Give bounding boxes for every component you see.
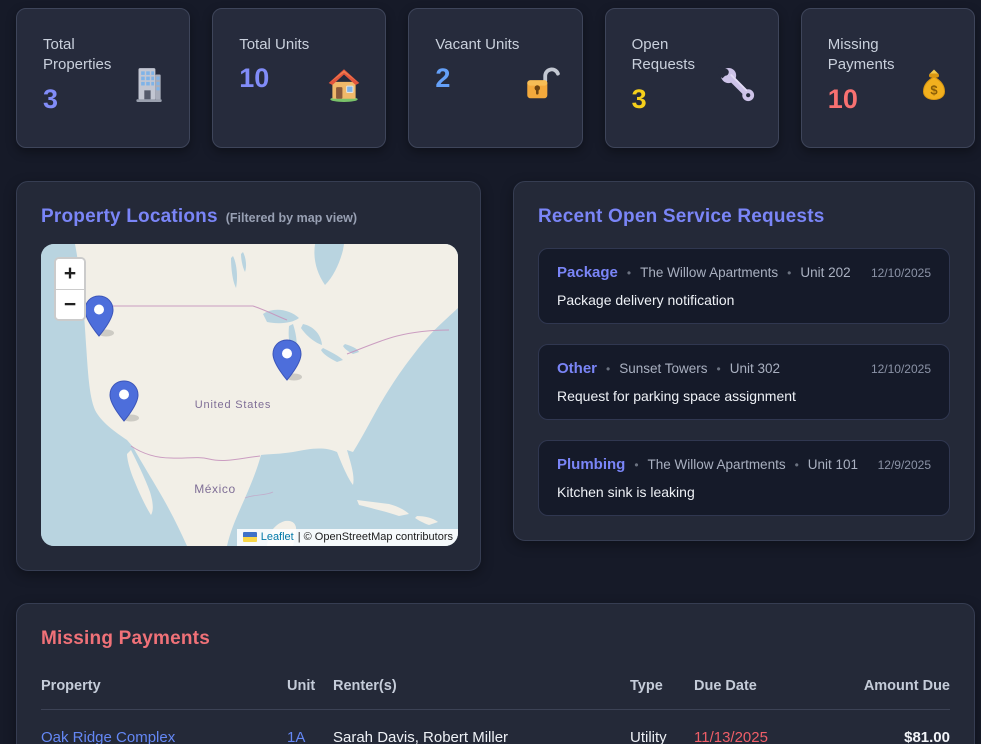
service-request-item: Package • The Willow Apartments • Unit 2… — [538, 248, 950, 324]
service-requests-title: Recent Open Service Requests — [538, 206, 950, 228]
dot-separator: • — [627, 266, 631, 280]
building-icon — [129, 65, 167, 108]
stat-value: 10 — [828, 84, 916, 115]
dot-separator: • — [717, 362, 721, 376]
due-date-cell: 11/13/2025 — [694, 710, 850, 744]
svg-text:$: $ — [930, 82, 938, 97]
request-date: 12/9/2025 — [878, 458, 931, 472]
request-unit: Unit 302 — [730, 361, 780, 376]
request-type: Other — [557, 360, 597, 377]
request-unit: Unit 202 — [800, 265, 850, 280]
table-row: Oak Ridge Complex 1A Sarah Davis, Robert… — [41, 710, 950, 744]
request-description: Request for parking space assignment — [557, 388, 931, 404]
middle-row: Property Locations (Filtered by map view… — [16, 181, 975, 571]
service-request-item: Plumbing • The Willow Apartments • Unit … — [538, 440, 950, 516]
request-property: The Willow Apartments — [648, 457, 786, 472]
renters-cell: Sarah Davis, Robert Miller — [333, 710, 630, 744]
stats-row: Total Properties 3 Total Units — [16, 8, 975, 148]
stat-value: 3 — [632, 84, 718, 115]
stat-card-total-units: Total Units 10 — [212, 8, 386, 148]
stat-label: Total Units — [239, 35, 309, 55]
stat-value: 3 — [43, 84, 129, 115]
table-header-row: Property Unit Renter(s) Type Due Date Am… — [41, 670, 950, 710]
unlocked-padlock-icon — [522, 65, 560, 108]
stat-value: 10 — [239, 63, 309, 94]
map-attribution: Leaflet | © OpenStreetMap contributors — [237, 529, 458, 546]
stat-card-vacant-units: Vacant Units 2 — [408, 8, 582, 148]
request-description: Package delivery notification — [557, 292, 931, 308]
stat-label: Total Properties — [43, 35, 129, 76]
dot-separator: • — [606, 362, 610, 376]
zoom-in-button[interactable]: + — [56, 259, 84, 289]
leaflet-map[interactable]: United States México — [41, 244, 458, 546]
wrench-icon — [718, 65, 756, 108]
missing-payments-table: Property Unit Renter(s) Type Due Date Am… — [41, 670, 950, 744]
missing-payments-panel: Missing Payments Property Unit Renter(s)… — [16, 603, 975, 744]
map-label-united-states: United States — [195, 399, 271, 411]
column-header-due-date: Due Date — [694, 670, 850, 710]
ukraine-flag-icon — [243, 532, 257, 542]
type-cell: Utility — [630, 710, 694, 744]
dot-separator: • — [787, 266, 791, 280]
stat-label: Vacant Units — [435, 35, 519, 55]
unit-link[interactable]: 1A — [287, 710, 333, 744]
request-date: 12/10/2025 — [871, 266, 931, 280]
dot-separator: • — [795, 458, 799, 472]
map-canvas: United States México — [41, 244, 458, 546]
stat-value: 2 — [435, 63, 519, 94]
stat-label: Open Requests — [632, 35, 718, 76]
property-locations-panel: Property Locations (Filtered by map view… — [16, 181, 481, 571]
request-unit: Unit 101 — [808, 457, 858, 472]
map-label-mexico: México — [194, 482, 236, 496]
map-filter-note: (Filtered by map view) — [226, 211, 357, 225]
stat-label: Missing Payments — [828, 35, 916, 76]
dot-separator: • — [634, 458, 638, 472]
column-header-renters: Renter(s) — [333, 670, 630, 710]
column-header-type: Type — [630, 670, 694, 710]
column-header-unit: Unit — [287, 670, 333, 710]
property-locations-title: Property Locations — [41, 206, 218, 228]
request-description: Kitchen sink is leaking — [557, 484, 931, 500]
zoom-out-button[interactable]: − — [56, 289, 84, 319]
request-property: Sunset Towers — [619, 361, 707, 376]
column-header-amount-due: Amount Due — [850, 670, 950, 710]
missing-payments-title: Missing Payments — [41, 628, 950, 650]
dashboard: Total Properties 3 Total Units — [16, 8, 975, 744]
amount-due-cell: $81.00 — [850, 710, 950, 744]
map-zoom-control: + − — [54, 257, 86, 321]
request-date: 12/10/2025 — [871, 362, 931, 376]
property-link[interactable]: Oak Ridge Complex — [41, 710, 287, 744]
stat-card-total-properties: Total Properties 3 — [16, 8, 190, 148]
stat-card-missing-payments: Missing Payments 10 $ — [801, 8, 975, 148]
request-type: Package — [557, 264, 618, 281]
request-property: The Willow Apartments — [640, 265, 778, 280]
request-type: Plumbing — [557, 456, 625, 473]
osm-attribution-text[interactable]: | © OpenStreetMap contributors — [298, 531, 453, 543]
stat-card-open-requests: Open Requests 3 — [605, 8, 779, 148]
money-bag-icon: $ — [916, 66, 952, 107]
leaflet-link[interactable]: Leaflet — [261, 531, 294, 543]
service-request-item: Other • Sunset Towers • Unit 302 12/10/2… — [538, 344, 950, 420]
column-header-property: Property — [41, 670, 287, 710]
recent-service-requests-panel: Recent Open Service Requests Package • T… — [513, 181, 975, 541]
house-icon — [325, 65, 363, 108]
